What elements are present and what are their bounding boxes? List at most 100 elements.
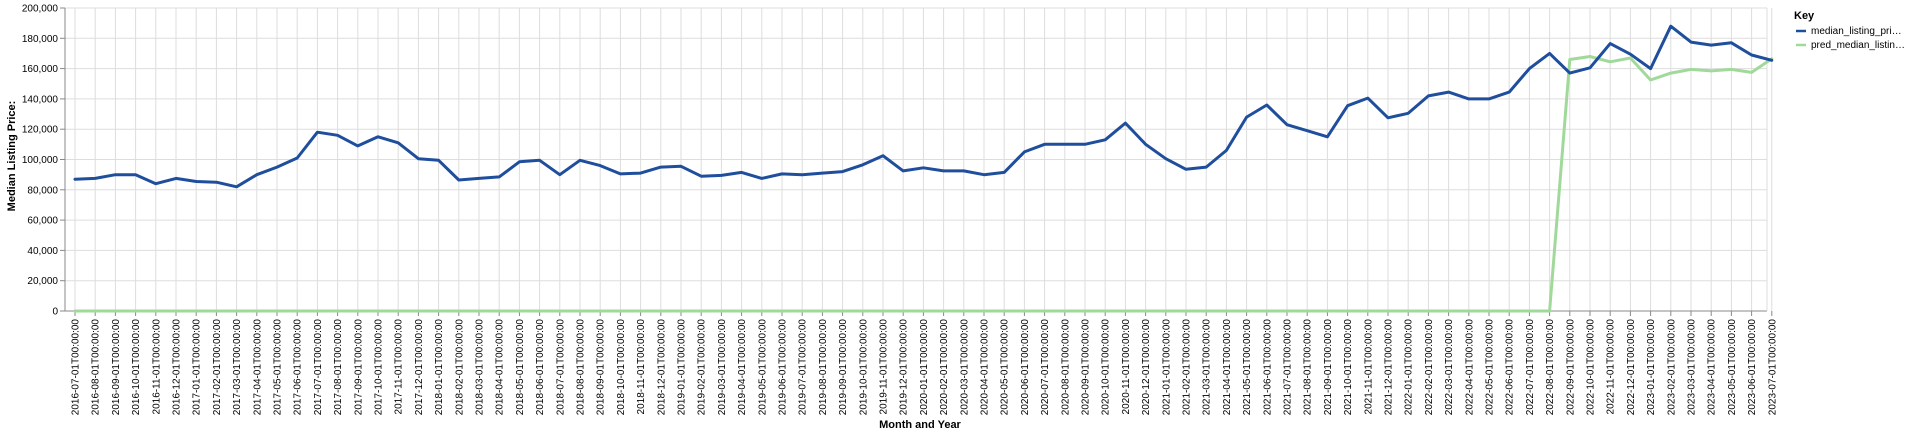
x-tick-label: 2021-02-01T00:00:00 [1182, 319, 1193, 416]
x-tick-label: 2019-10-01T00:00:00 [858, 319, 869, 416]
x-tick-label: 2017-03-01T00:00:00 [232, 319, 243, 416]
x-tick-label: 2023-01-01T00:00:00 [1646, 319, 1657, 416]
x-tick-label: 2020-11-01T00:00:00 [1121, 319, 1132, 415]
x-tick-label: 2023-04-01T00:00:00 [1707, 319, 1718, 416]
y-tick-label: 100,000 [22, 155, 59, 166]
x-tick-label: 2022-10-01T00:00:00 [1586, 319, 1597, 416]
x-tick-label: 2022-09-01T00:00:00 [1565, 319, 1576, 416]
x-tick-label: 2016-12-01T00:00:00 [172, 319, 183, 416]
legend-label-pred: pred_median_listin… [1811, 40, 1905, 51]
x-tick-label: 2018-10-01T00:00:00 [616, 319, 627, 416]
x-tick-label: 2023-06-01T00:00:00 [1747, 319, 1758, 416]
x-tick-label: 2021-05-01T00:00:00 [1242, 319, 1253, 416]
x-tick-label: 2020-01-01T00:00:00 [919, 319, 930, 416]
x-tick-label: 2017-10-01T00:00:00 [374, 319, 385, 416]
x-tick-label: 2017-11-01T00:00:00 [394, 319, 405, 415]
y-tick-label: 40,000 [27, 246, 58, 257]
series-lines [73, 24, 1774, 313]
y-tick-label: 200,000 [22, 4, 59, 15]
x-tick-label: 2021-12-01T00:00:00 [1384, 319, 1395, 416]
x-tick-label: 2019-09-01T00:00:00 [838, 319, 849, 416]
x-tick-label: 2021-09-01T00:00:00 [1323, 319, 1334, 416]
x-tick-label: 2017-12-01T00:00:00 [414, 319, 425, 416]
x-tick-label: 2021-11-01T00:00:00 [1363, 319, 1374, 415]
x-tick-label: 2022-01-01T00:00:00 [1404, 319, 1415, 416]
x-tick-label: 2022-06-01T00:00:00 [1505, 319, 1516, 416]
x-tick-label: 2020-10-01T00:00:00 [1101, 319, 1112, 416]
x-tick-label: 2017-06-01T00:00:00 [293, 319, 304, 416]
x-tick-label: 2016-09-01T00:00:00 [111, 319, 122, 416]
series-line-pred-median-listing-price [73, 55, 1774, 313]
x-tick-label: 2021-01-01T00:00:00 [1161, 319, 1172, 416]
y-axis-title: Median Listing Price: [6, 101, 18, 212]
x-tick-label: 2017-09-01T00:00:00 [353, 319, 364, 416]
x-tick-label: 2023-07-01T00:00:00 [1767, 319, 1778, 416]
x-tick-label: 2020-08-01T00:00:00 [1060, 319, 1071, 416]
x-tick-label: 2021-07-01T00:00:00 [1283, 319, 1294, 416]
y-tick-label: 60,000 [27, 216, 58, 227]
x-tick-label: 2019-11-01T00:00:00 [879, 319, 890, 415]
x-tick-label: 2018-02-01T00:00:00 [454, 319, 465, 416]
y-tick-label: 0 [52, 307, 58, 318]
x-tick-label: 2020-03-01T00:00:00 [959, 319, 970, 416]
y-tick-label: 120,000 [22, 125, 59, 136]
x-tick-label: 2022-03-01T00:00:00 [1444, 319, 1455, 416]
x-tick-label: 2020-06-01T00:00:00 [1020, 319, 1031, 416]
x-tick-label: 2017-02-01T00:00:00 [212, 319, 223, 416]
x-tick-label: 2020-07-01T00:00:00 [1040, 319, 1051, 416]
x-tick-label: 2016-08-01T00:00:00 [91, 319, 102, 416]
x-tick-label: 2018-03-01T00:00:00 [475, 319, 486, 416]
x-tick-label: 2018-07-01T00:00:00 [555, 319, 566, 416]
y-tick-label: 20,000 [27, 276, 58, 287]
x-tick-label: 2022-04-01T00:00:00 [1464, 319, 1475, 416]
legend: Key median_listing_pri… pred_median_list… [1794, 10, 1905, 51]
x-tick-label: 2019-07-01T00:00:00 [798, 319, 809, 416]
x-tick-label: 2019-12-01T00:00:00 [899, 319, 910, 416]
x-tick-label: 2022-05-01T00:00:00 [1485, 319, 1496, 416]
x-tick-label: 2019-06-01T00:00:00 [778, 319, 789, 416]
x-tick-label: 2017-07-01T00:00:00 [313, 319, 324, 416]
x-tick-label: 2023-03-01T00:00:00 [1687, 319, 1698, 416]
x-tick-label: 2018-12-01T00:00:00 [656, 319, 667, 416]
legend-label-median: median_listing_pri… [1811, 26, 1902, 37]
x-tick-label: 2022-02-01T00:00:00 [1424, 319, 1435, 416]
x-tick-label: 2020-09-01T00:00:00 [1081, 319, 1092, 416]
series-line-median-listing-price [73, 24, 1774, 189]
x-tick-label: 2023-02-01T00:00:00 [1666, 319, 1677, 416]
x-tick-label: 2018-05-01T00:00:00 [515, 319, 526, 416]
x-tick-label: 2020-12-01T00:00:00 [1141, 319, 1152, 416]
x-tick-label: 2021-08-01T00:00:00 [1303, 319, 1314, 416]
x-tick-label: 2022-07-01T00:00:00 [1525, 319, 1536, 416]
legend-title: Key [1794, 10, 1815, 22]
x-tick-label: 2018-01-01T00:00:00 [434, 319, 445, 416]
x-tick-label: 2019-02-01T00:00:00 [697, 319, 708, 416]
x-tick-label: 2019-03-01T00:00:00 [717, 319, 728, 416]
x-tick-label: 2017-01-01T00:00:00 [192, 319, 203, 416]
x-tick-label: 2021-03-01T00:00:00 [1202, 319, 1213, 416]
x-tick-label: 2021-10-01T00:00:00 [1343, 319, 1354, 416]
x-tick-label: 2018-11-01T00:00:00 [636, 319, 647, 415]
x-tick-label: 2019-01-01T00:00:00 [677, 319, 688, 416]
x-tick-label: 2021-06-01T00:00:00 [1262, 319, 1273, 416]
y-tick-label: 140,000 [22, 94, 59, 105]
x-axis-title: Month and Year [879, 419, 961, 431]
x-tick-label: 2018-06-01T00:00:00 [535, 319, 546, 416]
x-tick-label: 2017-08-01T00:00:00 [333, 319, 344, 416]
x-tick-label: 2016-11-01T00:00:00 [151, 319, 162, 415]
x-tick-label: 2020-04-01T00:00:00 [980, 319, 991, 416]
x-tick-label: 2018-08-01T00:00:00 [576, 319, 587, 416]
x-tick-label: 2019-08-01T00:00:00 [818, 319, 829, 416]
y-tick-label: 80,000 [27, 185, 58, 196]
y-axis-ticks: 0 20,000 40,000 60,000 80,000 100,000 120,000 1… [22, 4, 65, 318]
x-axis-ticks: 2016-07-01T00:00:00 2016-08-01T00:00:00 20… [71, 311, 1778, 416]
y-tick-label: 180,000 [22, 34, 59, 45]
x-tick-label: 2019-04-01T00:00:00 [737, 319, 748, 416]
x-tick-label: 2022-12-01T00:00:00 [1626, 319, 1637, 416]
x-tick-label: 2016-07-01T00:00:00 [71, 319, 82, 416]
x-tick-label: 2016-10-01T00:00:00 [131, 319, 142, 416]
x-tick-label: 2022-11-01T00:00:00 [1606, 319, 1617, 415]
x-tick-label: 2019-05-01T00:00:00 [757, 319, 768, 416]
x-tick-label: 2018-04-01T00:00:00 [495, 319, 506, 416]
x-tick-label: 2020-05-01T00:00:00 [1000, 319, 1011, 416]
